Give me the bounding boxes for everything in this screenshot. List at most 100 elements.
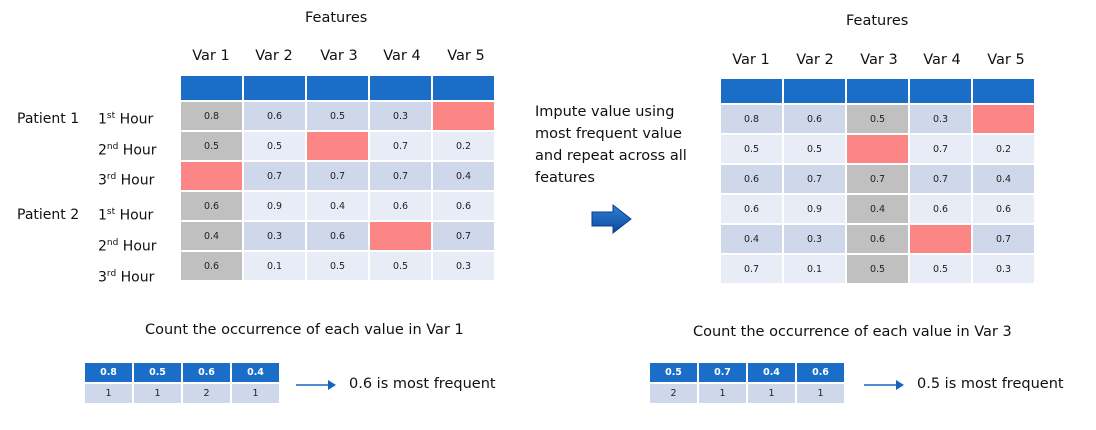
value-cell: 0.3 bbox=[433, 252, 494, 280]
count-number-cell: 1 bbox=[85, 384, 132, 403]
table-row: 0.6 0.7 0.7 0.7 0.4 bbox=[721, 165, 1034, 193]
right-var-header-4: Var 4 bbox=[923, 52, 961, 68]
left-features-title: Features bbox=[305, 10, 368, 26]
hour-suffix: nd bbox=[106, 142, 119, 152]
hour-number: 2 bbox=[98, 142, 107, 159]
table-row: 0.4 0.3 0.6 0.7 bbox=[181, 222, 494, 250]
count-value-cell: 0.5 bbox=[650, 363, 697, 382]
table-row: 0.8 0.6 0.5 0.3 bbox=[181, 102, 494, 130]
count-number-cell: 1 bbox=[699, 384, 746, 403]
hour-word: Hour bbox=[122, 238, 157, 255]
left-count-table: 0.8 0.5 0.6 0.4 1 1 2 1 bbox=[83, 361, 281, 405]
value-cell: 0.7 bbox=[784, 165, 845, 193]
right-result-text: 0.5 is most frequent bbox=[917, 376, 1064, 392]
left-table-header-cell bbox=[370, 76, 431, 100]
hour-label-p1-h1: 1st Hour bbox=[98, 111, 153, 128]
hour-word: Hour bbox=[120, 172, 155, 189]
hour-suffix: st bbox=[106, 207, 116, 217]
value-cell: 0.7 bbox=[910, 135, 971, 163]
right-var-header-3: Var 3 bbox=[860, 52, 898, 68]
missing-cell bbox=[910, 225, 971, 253]
right-table-header-cell bbox=[721, 79, 782, 103]
value-cell: 0.5 bbox=[910, 255, 971, 283]
hour-word: Hour bbox=[122, 142, 157, 159]
hour-number: 3 bbox=[98, 172, 107, 189]
right-count-values-row: 0.5 0.7 0.4 0.6 bbox=[650, 363, 844, 382]
right-table-header-cell bbox=[910, 79, 971, 103]
value-cell: 0.1 bbox=[784, 255, 845, 283]
left-count-caption: Count the occurrence of each value in Va… bbox=[145, 322, 464, 338]
left-result-arrow-icon bbox=[296, 380, 336, 390]
hour-label-p1-h3: 3rd Hour bbox=[98, 172, 154, 189]
count-number-cell: 1 bbox=[748, 384, 795, 403]
value-cell: 0.6 bbox=[721, 195, 782, 223]
value-cell: 0.3 bbox=[784, 225, 845, 253]
count-value-cell: 0.5 bbox=[134, 363, 181, 382]
value-cell: 0.7 bbox=[433, 222, 494, 250]
table-row: 0.6 0.1 0.5 0.5 0.3 bbox=[181, 252, 494, 280]
value-cell: 0.6 bbox=[973, 195, 1034, 223]
value-cell: 0.2 bbox=[433, 132, 494, 160]
value-cell: 0.5 bbox=[721, 135, 782, 163]
value-cell: 0.3 bbox=[244, 222, 305, 250]
hour-number: 1 bbox=[98, 207, 107, 224]
value-cell: 0.7 bbox=[910, 165, 971, 193]
value-cell: 0.6 bbox=[370, 192, 431, 220]
hour-suffix: st bbox=[106, 111, 116, 121]
left-table-header-bar bbox=[181, 76, 494, 100]
right-count-table: 0.5 0.7 0.4 0.6 2 1 1 1 bbox=[648, 361, 846, 405]
value-cell: 0.3 bbox=[973, 255, 1034, 283]
table-row: 0.5 0.5 0.7 0.2 bbox=[181, 132, 494, 160]
count-value-cell: 0.7 bbox=[699, 363, 746, 382]
count-number-cell: 1 bbox=[797, 384, 844, 403]
table-row: 0.4 0.3 0.6 0.7 bbox=[721, 225, 1034, 253]
hour-number: 3 bbox=[98, 269, 107, 286]
right-var-header-5: Var 5 bbox=[987, 52, 1025, 68]
count-value-cell: 0.6 bbox=[797, 363, 844, 382]
hour-label-p2-h3: 3rd Hour bbox=[98, 269, 154, 286]
value-cell: 0.4 bbox=[847, 195, 908, 223]
table-row: 0.7 0.7 0.7 0.4 bbox=[181, 162, 494, 190]
left-var-header-5: Var 5 bbox=[447, 48, 485, 64]
count-number-cell: 1 bbox=[134, 384, 181, 403]
value-cell: 0.5 bbox=[847, 105, 908, 133]
missing-cell bbox=[370, 222, 431, 250]
left-var-header-2: Var 2 bbox=[255, 48, 293, 64]
right-arrow-icon bbox=[591, 204, 632, 234]
left-table-header-cell bbox=[244, 76, 305, 100]
left-var-header-3: Var 3 bbox=[320, 48, 358, 64]
missing-cell bbox=[847, 135, 908, 163]
left-table-header-cell bbox=[307, 76, 368, 100]
value-cell: 0.6 bbox=[721, 165, 782, 193]
value-cell: 0.5 bbox=[181, 132, 242, 160]
hour-label-p1-h2: 2nd Hour bbox=[98, 142, 157, 159]
hour-label-p2-h1: 1st Hour bbox=[98, 207, 153, 224]
value-cell: 0.6 bbox=[433, 192, 494, 220]
patient-1-label: Patient 1 bbox=[17, 111, 80, 127]
value-cell: 0.5 bbox=[307, 252, 368, 280]
value-cell: 0.6 bbox=[181, 252, 242, 280]
table-row: 0.6 0.9 0.4 0.6 0.6 bbox=[181, 192, 494, 220]
value-cell: 0.4 bbox=[433, 162, 494, 190]
value-cell: 0.2 bbox=[973, 135, 1034, 163]
value-cell: 0.3 bbox=[910, 105, 971, 133]
value-cell: 0.5 bbox=[244, 132, 305, 160]
hour-label-p2-h2: 2nd Hour bbox=[98, 238, 157, 255]
value-cell: 0.3 bbox=[370, 102, 431, 130]
right-data-table: 0.8 0.6 0.5 0.3 0.5 0.5 0.7 0.2 0.6 0.7 0.7 0.7 0.4 0… bbox=[719, 77, 1036, 285]
table-row: 0.5 0.5 0.7 0.2 bbox=[721, 135, 1034, 163]
hour-number: 1 bbox=[98, 111, 107, 128]
missing-cell bbox=[973, 105, 1034, 133]
hour-suffix: rd bbox=[106, 269, 117, 279]
value-cell: 0.8 bbox=[181, 102, 242, 130]
right-var-header-1: Var 1 bbox=[732, 52, 770, 68]
left-table-header-cell bbox=[433, 76, 494, 100]
value-cell: 0.6 bbox=[181, 192, 242, 220]
value-cell: 0.7 bbox=[973, 225, 1034, 253]
missing-cell bbox=[307, 132, 368, 160]
count-number-cell: 2 bbox=[183, 384, 230, 403]
value-cell: 0.1 bbox=[244, 252, 305, 280]
left-result-text: 0.6 is most frequent bbox=[349, 376, 496, 392]
